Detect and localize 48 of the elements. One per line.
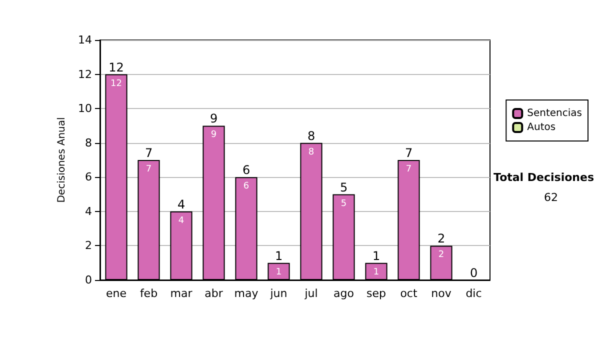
total-label: 12 [108,60,124,74]
x-tick-label: jun [269,287,288,300]
legend-label: Autos [527,122,556,133]
y-tick-label: 10 [78,102,92,116]
y-tick-label: 6 [85,170,92,184]
y-tick-label: 14 [78,34,92,46]
total-label: 5 [340,180,348,194]
total-label: 0 [470,266,478,280]
total-label: 2 [437,232,446,246]
total-label: 8 [307,128,316,143]
x-tick-label: feb [140,287,158,300]
x-tick-label: sep [366,287,386,300]
x-tick-label: oct [400,287,418,300]
data-label: 2 [438,250,444,260]
data-label: 8 [308,147,314,158]
y-tick-label: 4 [85,204,92,218]
data-label: 5 [340,198,347,209]
total-label: 1 [372,248,380,263]
data-label: 4 [178,216,184,226]
total-label: 9 [210,112,218,126]
total-label: 1 [274,248,283,263]
total-label: 6 [242,163,250,178]
data-label: 1 [276,267,282,278]
x-tick-label: abr [204,287,224,300]
data-label: 12 [110,78,122,89]
x-tick-label: jul [304,287,318,300]
y-axis-title: Decisiones Anual [56,117,68,203]
total-label: 4 [177,197,186,212]
total-label: 7 [404,146,413,160]
total-label: 7 [144,146,153,160]
x-tick-label: ago [334,287,354,300]
y-tick-label: 12 [78,68,92,81]
text: Total Decisiones [494,171,594,184]
data-label: 1 [373,267,380,278]
y-tick-label: 8 [85,136,92,150]
data-label: 9 [210,130,217,140]
text: 62 [544,191,558,204]
x-tick-label: may [234,287,259,300]
data-label: 7 [406,164,412,174]
data-label: 6 [243,182,250,192]
legend-label: Sentencias [527,108,582,119]
x-tick-label: nov [431,287,452,300]
x-tick-label: ene [106,287,127,300]
y-tick-label: 0 [85,274,92,286]
data-label: 7 [146,164,152,174]
y-tick-label: 2 [85,239,92,252]
x-tick-label: dic [466,287,482,300]
x-tick-label: mar [170,287,193,300]
